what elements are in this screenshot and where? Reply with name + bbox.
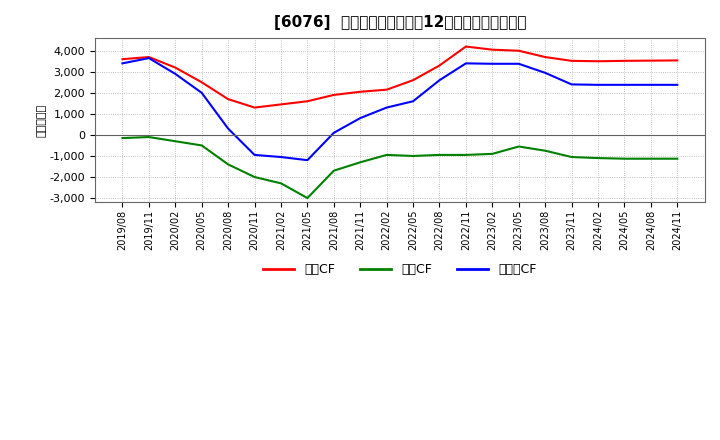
営業CF [462,44,470,49]
投資CF [145,134,153,139]
投資CF [224,162,233,167]
フリーCF [567,82,576,87]
営業CF [541,55,549,60]
Line: 営業CF: 営業CF [122,47,678,107]
フリーCF [647,82,655,88]
フリーCF [197,90,206,95]
投資CF [567,154,576,160]
フリーCF [409,99,418,104]
フリーCF [620,82,629,88]
投資CF [118,136,127,141]
フリーCF [541,70,549,76]
フリーCF [171,71,179,77]
営業CF [435,63,444,68]
投資CF [197,143,206,148]
フリーCF [673,82,682,88]
投資CF [488,151,497,157]
営業CF [171,65,179,70]
フリーCF [382,105,391,110]
投資CF [382,152,391,158]
営業CF [594,59,603,64]
営業CF [567,58,576,63]
Legend: 営業CF, 投資CF, フリーCF: 営業CF, 投資CF, フリーCF [258,258,541,282]
Line: フリーCF: フリーCF [122,58,678,160]
投資CF [409,153,418,158]
営業CF [620,58,629,63]
投資CF [462,152,470,158]
フリーCF [488,61,497,66]
投資CF [276,181,285,186]
営業CF [330,92,338,98]
営業CF [303,99,312,104]
営業CF [514,48,523,53]
営業CF [488,47,497,52]
営業CF [356,89,364,95]
Line: 投資CF: 投資CF [122,137,678,198]
フリーCF [145,55,153,61]
営業CF [145,55,153,60]
投資CF [303,195,312,201]
営業CF [382,87,391,92]
投資CF [541,148,549,154]
投資CF [673,156,682,161]
Title: [6076]  キャッシュフローの12か月移動合計の推移: [6076] キャッシュフローの12か月移動合計の推移 [274,15,526,30]
投資CF [435,152,444,158]
投資CF [514,144,523,149]
フリーCF [330,130,338,136]
フリーCF [514,61,523,66]
投資CF [594,155,603,161]
投資CF [330,168,338,173]
フリーCF [594,82,603,88]
投資CF [251,174,259,180]
営業CF [276,102,285,107]
営業CF [118,56,127,62]
投資CF [171,139,179,144]
営業CF [197,80,206,85]
フリーCF [435,77,444,83]
フリーCF [462,61,470,66]
フリーCF [224,126,233,131]
フリーCF [118,61,127,66]
投資CF [647,156,655,161]
フリーCF [356,115,364,121]
営業CF [409,77,418,83]
営業CF [251,105,259,110]
投資CF [620,156,629,161]
フリーCF [276,154,285,160]
Y-axis label: （百万円）: （百万円） [37,104,47,137]
営業CF [224,96,233,102]
投資CF [356,160,364,165]
営業CF [673,58,682,63]
フリーCF [251,152,259,158]
フリーCF [303,158,312,163]
営業CF [647,58,655,63]
